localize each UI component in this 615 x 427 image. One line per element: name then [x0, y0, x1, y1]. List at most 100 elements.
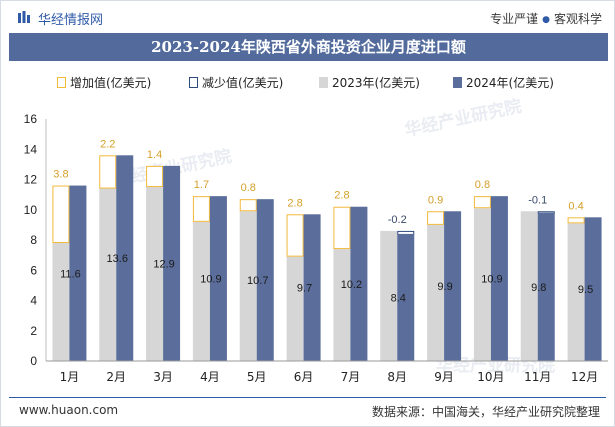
bar-2023: [99, 188, 117, 361]
diff-label: 0.8: [241, 182, 256, 194]
increase-box: [52, 185, 70, 244]
y-tick-label: 0: [30, 354, 37, 368]
diff-label: -0.1: [528, 194, 547, 206]
value-label-2024: 10.9: [200, 274, 221, 286]
logo-icon: [18, 11, 30, 23]
diff-label: 2.8: [334, 190, 349, 202]
bar-2023: [567, 223, 585, 361]
x-tick-label: 10月: [477, 370, 504, 384]
bar-2024: [116, 155, 134, 361]
x-tick-label: 3月: [153, 370, 173, 384]
diff-label: 1.7: [194, 179, 209, 191]
diff-label: 1.4: [147, 149, 162, 161]
bar-2023: [146, 187, 164, 361]
footer-website[interactable]: www.huaon.com: [19, 403, 119, 417]
bar-2023: [192, 221, 210, 361]
x-tick-label: 2月: [106, 370, 126, 384]
legend-2023-swatch: [319, 77, 328, 88]
diff-label: 0.9: [428, 194, 443, 206]
value-label-2024: 11.6: [60, 268, 81, 280]
legend-2023-label: 2023年(亿美元): [332, 76, 420, 90]
bar-2024: [256, 199, 274, 361]
bar-2023: [380, 230, 398, 361]
value-label-2024: 9.8: [531, 282, 546, 294]
bar-2024: [490, 196, 508, 361]
bar-2024: [444, 211, 462, 361]
bar-2023: [239, 211, 257, 361]
x-tick-label: 8月: [387, 370, 407, 384]
footer-source: 数据来源：中国海关，华经产业研究院整理: [371, 405, 600, 419]
slogan-left: 专业严谨: [490, 12, 539, 26]
y-tick-label: 16: [24, 112, 38, 126]
slogan-right: 客观科学: [553, 12, 602, 26]
legend-increase: 增加值(亿美元): [57, 73, 151, 93]
bar-chart: 华经产业研究院华经产业研究院华经产业研究院024681012141611.63.…: [24, 96, 608, 384]
increase-box: [286, 214, 304, 257]
value-label-2024: 9.7: [297, 283, 312, 295]
x-tick-label: 11月: [524, 370, 551, 384]
value-label-2024: 10.7: [247, 275, 268, 287]
increase-box: [146, 165, 164, 188]
legend-decrease-label: 减少值(亿美元): [202, 76, 284, 90]
increase-box: [239, 199, 257, 212]
y-tick-label: 6: [30, 263, 37, 277]
diff-label: 3.8: [53, 169, 68, 181]
bar-2023: [333, 249, 351, 361]
value-label-2024: 13.6: [107, 253, 128, 265]
increase-box: [99, 155, 117, 189]
slogan: 专业严谨 ● 客观科学: [490, 10, 602, 27]
legend-2024-label: 2024年(亿美元): [466, 76, 554, 90]
y-tick-label: 10: [24, 203, 38, 217]
value-label-2024: 10.2: [341, 279, 362, 291]
bar-2024: [69, 185, 87, 361]
increase-box: [427, 211, 445, 225]
x-tick-label: 7月: [341, 370, 361, 384]
value-label-2024: 9.5: [578, 284, 593, 296]
bullet-icon: ●: [542, 15, 550, 25]
x-tick-label: 6月: [294, 370, 314, 384]
legend-decrease: 减少值(亿美元): [189, 73, 283, 93]
legend-2023: 2023年(亿美元): [319, 73, 420, 93]
legend-decrease-swatch: [189, 77, 198, 88]
legend-2024: 2024年(亿美元): [453, 73, 554, 93]
diff-label: 0.8: [475, 179, 490, 191]
x-tick-label: 5月: [247, 370, 267, 384]
legend-increase-swatch: [57, 77, 66, 88]
bar-2024: [303, 214, 321, 361]
watermark-text: 华经产业研究院: [403, 96, 524, 141]
diff-label: -0.2: [388, 214, 407, 226]
x-tick-label: 9月: [434, 370, 454, 384]
value-label-2024: 12.9: [153, 258, 174, 270]
bar-2024: [350, 206, 368, 361]
bar-2024: [163, 165, 181, 361]
diff-label: 0.4: [568, 200, 583, 212]
bar-2023: [52, 243, 70, 361]
x-tick-label: 12月: [571, 370, 598, 384]
value-label-2024: 8.4: [391, 292, 406, 304]
value-label-2024: 10.9: [481, 274, 502, 286]
chart-title: 2023-2024年陕西省外商投资企业月度进口额: [9, 33, 608, 61]
bar-2024: [397, 233, 415, 361]
value-label-2024: 9.9: [437, 281, 452, 293]
bar-2024: [537, 212, 555, 361]
y-tick-label: 8: [30, 233, 37, 247]
y-tick-label: 12: [24, 173, 38, 187]
top-bar: 华经情报网 专业严谨 ● 客观科学: [1, 1, 614, 33]
bar-2023: [473, 208, 491, 361]
x-tick-label: 1月: [60, 370, 80, 384]
legend-2024-swatch: [453, 77, 462, 88]
increase-box: [567, 217, 585, 224]
legend-increase-label: 增加值(亿美元): [70, 76, 152, 90]
y-tick-label: 14: [24, 142, 38, 156]
bar-2024: [584, 217, 602, 361]
increase-box: [333, 206, 351, 250]
increase-box: [192, 196, 210, 222]
diff-label: 2.2: [100, 138, 115, 150]
bar-2023: [520, 211, 538, 361]
bar-2023: [286, 256, 304, 361]
bar-2023: [427, 224, 445, 361]
bar-2024: [209, 196, 227, 361]
x-tick-label: 4月: [200, 370, 220, 384]
diff-label: 2.8: [287, 197, 302, 209]
